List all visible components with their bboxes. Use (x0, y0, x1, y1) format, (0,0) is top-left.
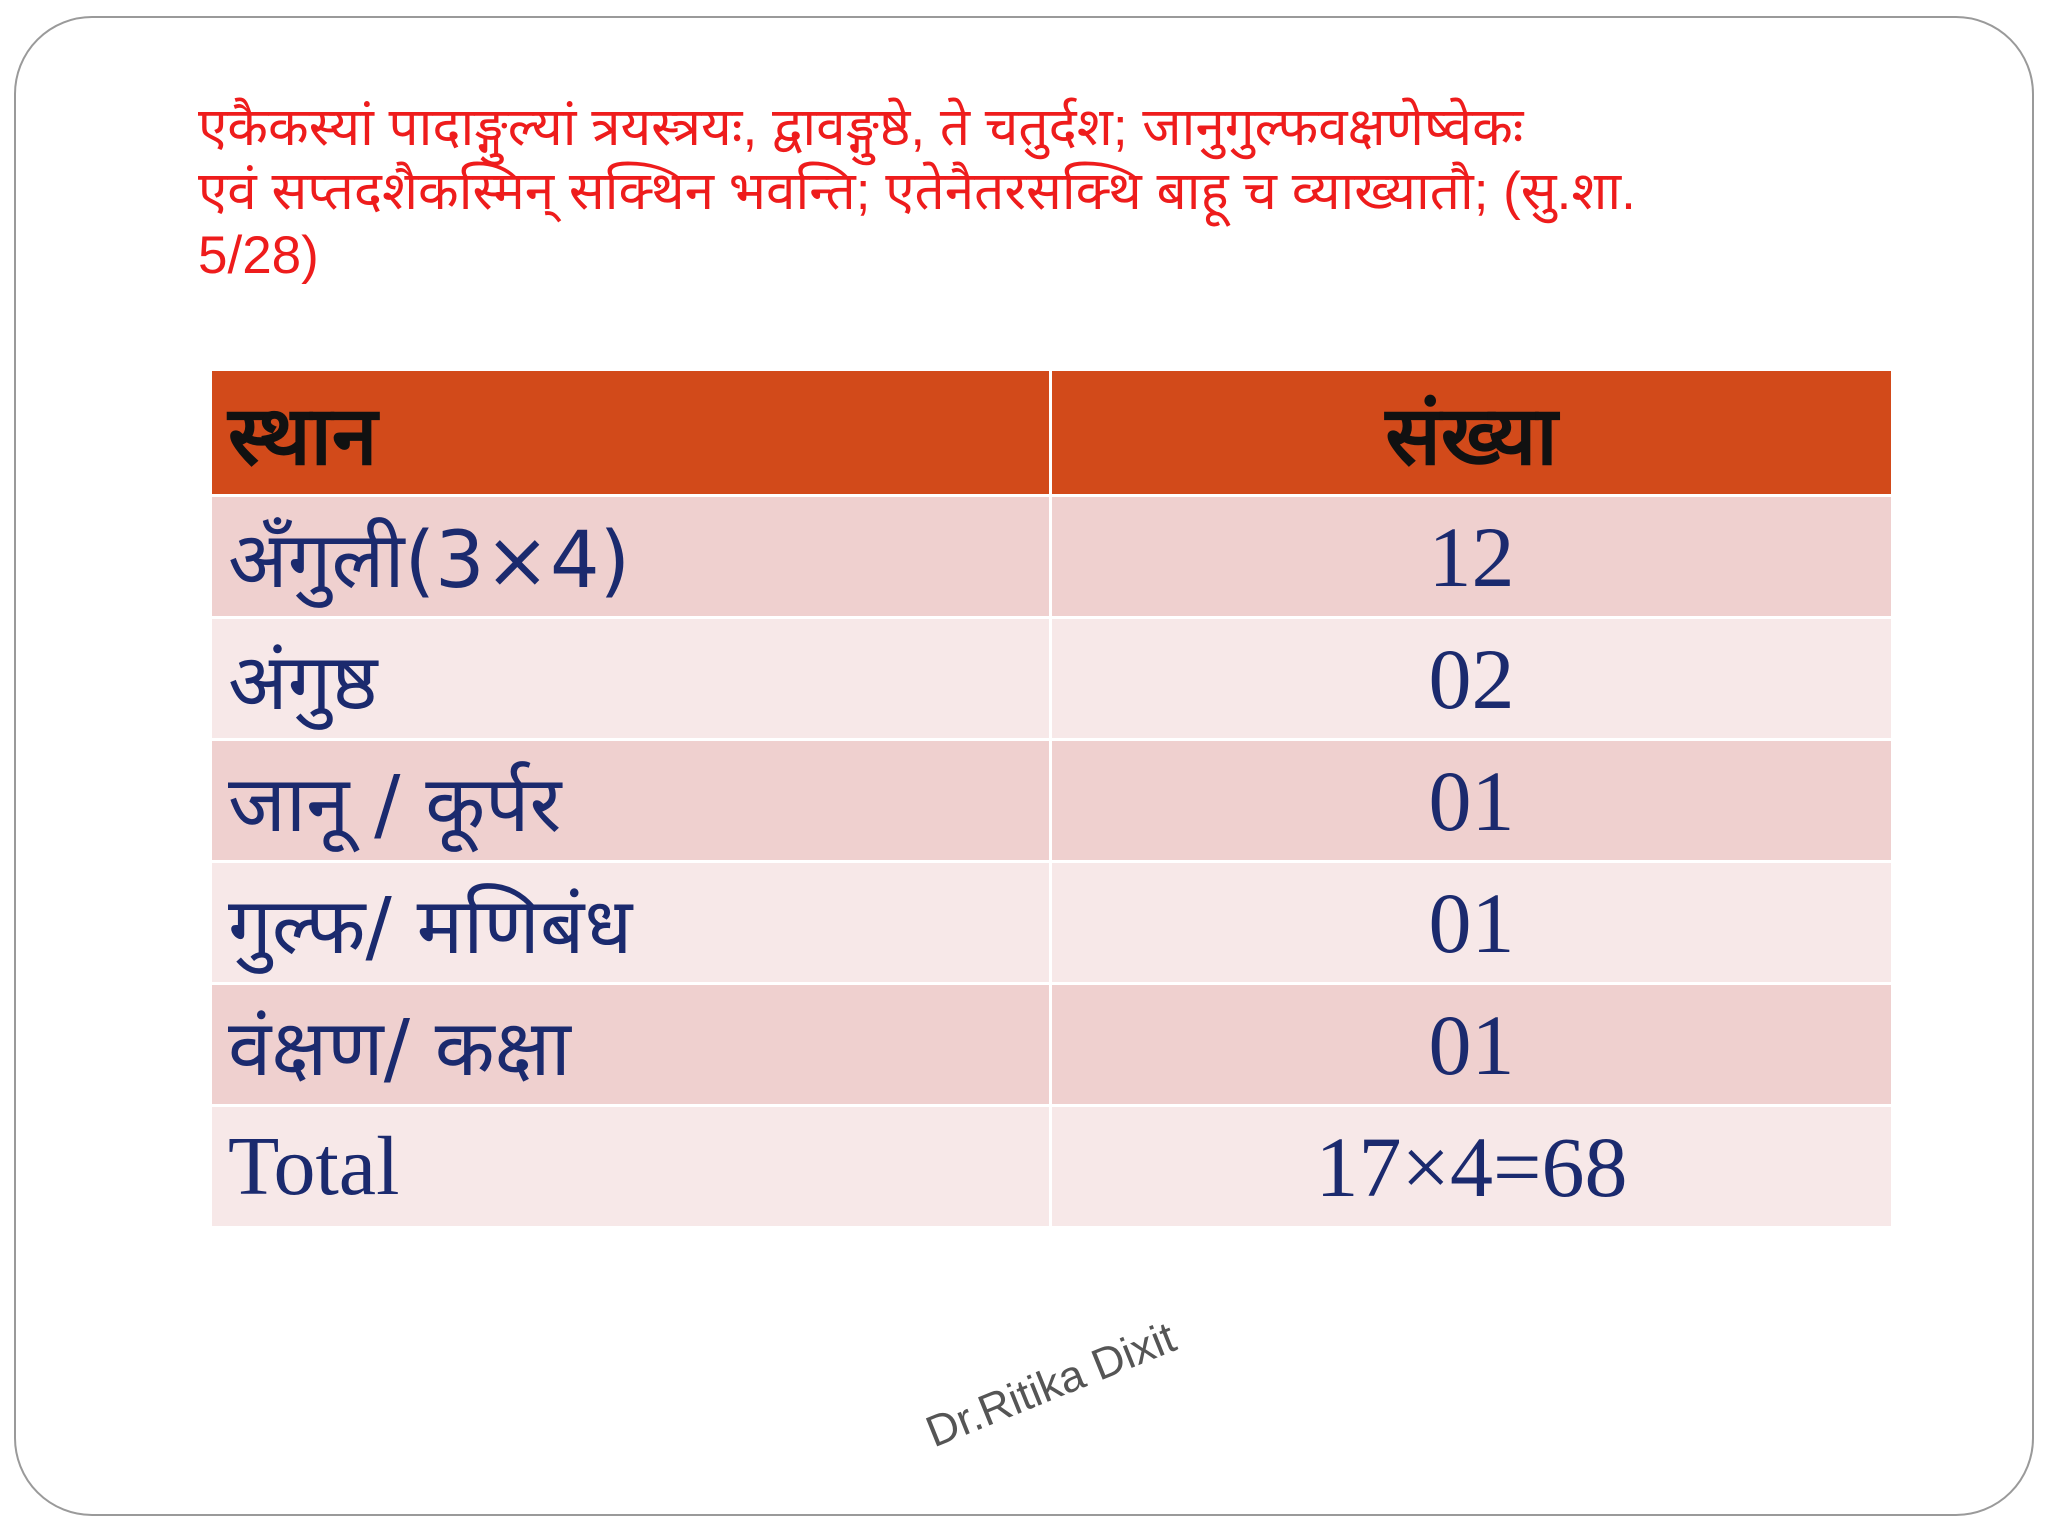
row-count: 01 (1049, 982, 1894, 1107)
verse-line-3: 5/28) (198, 226, 319, 285)
table-total-row: Total 17×4=68 (209, 1104, 1894, 1229)
header-count: संख्या (1049, 368, 1894, 497)
row-place: जानू / कूर्पर (209, 738, 1052, 863)
row-place: अँगुली(3×4) (209, 494, 1052, 619)
total-value: 17×4=68 (1049, 1104, 1894, 1229)
row-place: वंक्षण/ कक्षा (209, 982, 1052, 1107)
row-count: 01 (1049, 860, 1894, 985)
row-place: अंगुष्ठ (209, 616, 1052, 741)
table-row: अँगुली(3×4) 12 (209, 494, 1894, 619)
row-count: 01 (1049, 738, 1894, 863)
row-count: 02 (1049, 616, 1894, 741)
header-place: स्थान (209, 368, 1052, 497)
table-row: वंक्षण/ कक्षा 01 (209, 982, 1894, 1107)
total-label: Total (209, 1104, 1052, 1229)
bone-count-table: स्थान संख्या अँगुली(3×4) 12 अंगुष्ठ 02 ज… (209, 368, 1894, 1229)
row-count: 12 (1049, 494, 1894, 619)
row-place: गुल्फ/ मणिबंध (209, 860, 1052, 985)
table-row: अंगुष्ठ 02 (209, 616, 1894, 741)
sanskrit-verse: एकैकस्यां पादाङ्गुल्यां त्रयस्त्रयः, द्व… (198, 96, 1918, 288)
verse-line-2: एवं सप्तदशैकस्मिन् सक्थिन भवन्ति; एतेनैत… (198, 162, 1636, 221)
verse-line-1: एकैकस्यां पादाङ्गुल्यां त्रयस्त्रयः, द्व… (198, 98, 1524, 157)
table-header-row: स्थान संख्या (209, 368, 1894, 497)
table-row: जानू / कूर्पर 01 (209, 738, 1894, 863)
table-row: गुल्फ/ मणिबंध 01 (209, 860, 1894, 985)
